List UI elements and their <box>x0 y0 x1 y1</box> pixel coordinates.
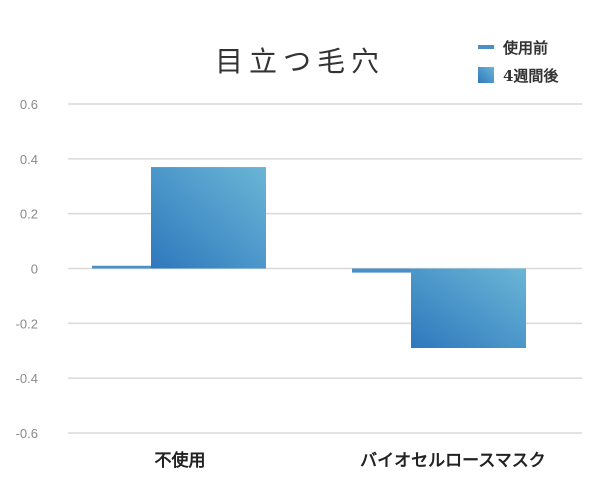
legend-item-after: 4週間後 <box>478 61 558 89</box>
y-tick-label: -0.6 <box>16 426 38 441</box>
y-tick-label: 0.2 <box>20 207 38 222</box>
bar-before-0 <box>92 265 152 269</box>
category-label: 不使用 <box>155 450 206 471</box>
category-label: バイオセルロースマスク <box>360 451 546 471</box>
chart-title: 目立つ毛穴 <box>214 45 385 78</box>
legend: 使用前 4週間後 <box>478 33 558 89</box>
legend-label-before: 使用前 <box>503 38 549 57</box>
bar-after-1 <box>411 268 526 349</box>
bar-after-0 <box>151 167 266 269</box>
bar-before-1 <box>352 268 412 273</box>
y-tick-label: 0 <box>31 262 38 277</box>
legend-swatch-before <box>478 45 494 49</box>
legend-label-after: 4週間後 <box>503 66 559 85</box>
legend-item-before: 使用前 <box>478 33 558 61</box>
y-tick-label: 0.4 <box>20 152 38 167</box>
y-tick-label: -0.2 <box>16 316 38 331</box>
y-tick-label: 0.6 <box>20 97 38 112</box>
legend-swatch-after <box>478 67 494 83</box>
y-tick-label: -0.4 <box>16 371 38 386</box>
